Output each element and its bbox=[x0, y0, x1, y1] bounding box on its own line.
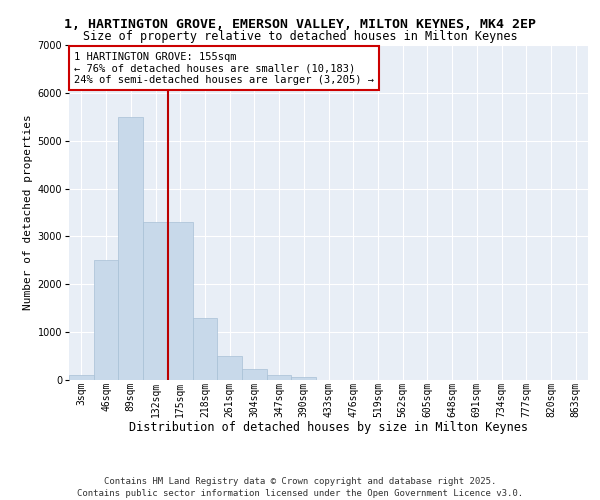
Bar bbox=[292, 376, 316, 380]
Y-axis label: Number of detached properties: Number of detached properties bbox=[23, 114, 33, 310]
Text: 1 HARTINGTON GROVE: 155sqm
← 76% of detached houses are smaller (10,183)
24% of : 1 HARTINGTON GROVE: 155sqm ← 76% of deta… bbox=[74, 52, 374, 85]
Bar bbox=[168, 222, 193, 380]
X-axis label: Distribution of detached houses by size in Milton Keynes: Distribution of detached houses by size … bbox=[129, 421, 528, 434]
Bar bbox=[242, 370, 267, 380]
Text: Size of property relative to detached houses in Milton Keynes: Size of property relative to detached ho… bbox=[83, 30, 517, 43]
Bar bbox=[94, 260, 118, 380]
Bar bbox=[143, 222, 168, 380]
Text: 1, HARTINGTON GROVE, EMERSON VALLEY, MILTON KEYNES, MK4 2EP: 1, HARTINGTON GROVE, EMERSON VALLEY, MIL… bbox=[64, 18, 536, 30]
Bar bbox=[69, 375, 94, 380]
Bar bbox=[193, 318, 217, 380]
Text: Contains HM Land Registry data © Crown copyright and database right 2025.
Contai: Contains HM Land Registry data © Crown c… bbox=[77, 476, 523, 498]
Bar bbox=[118, 117, 143, 380]
Bar bbox=[217, 356, 242, 380]
Bar bbox=[267, 375, 292, 380]
